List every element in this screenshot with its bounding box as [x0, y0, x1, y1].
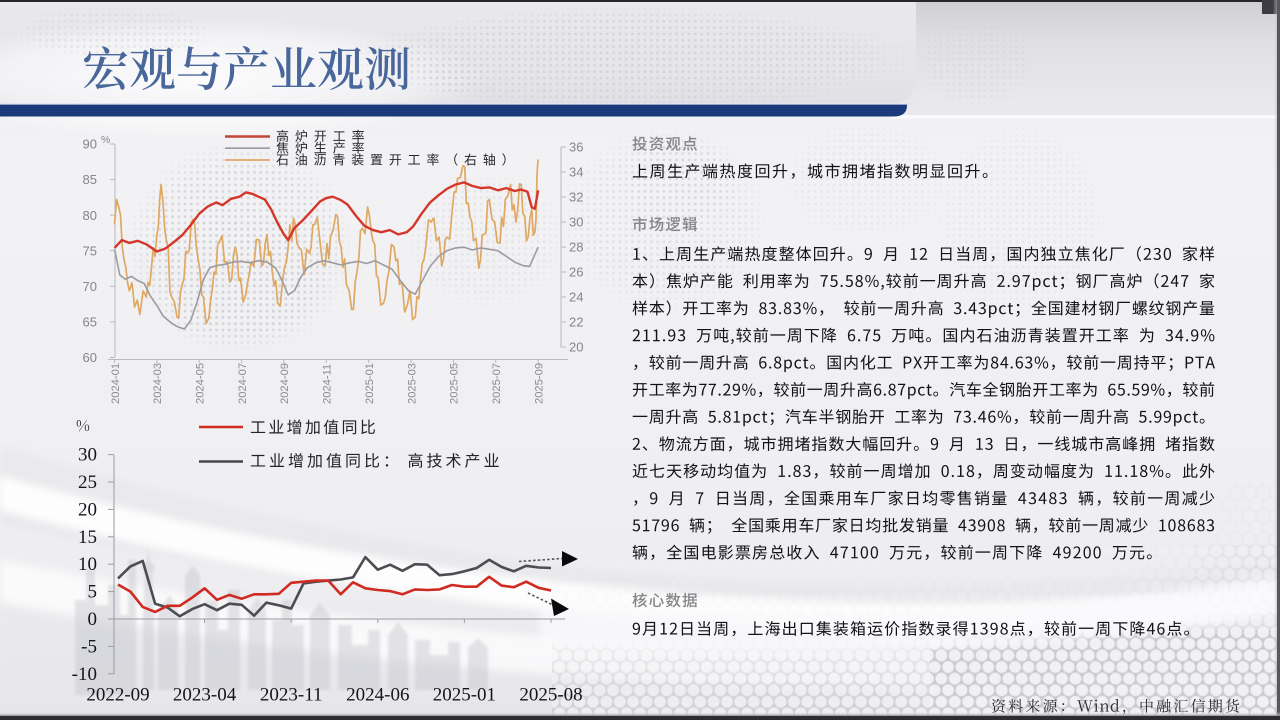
svg-text:-10: -10	[72, 664, 97, 685]
svg-text:2022-09: 2022-09	[86, 685, 149, 706]
svg-text:60: 60	[83, 350, 97, 365]
svg-text:2025-08: 2025-08	[519, 685, 582, 706]
svg-text:2024-07: 2024-07	[237, 363, 249, 404]
svg-text:2025-01: 2025-01	[433, 685, 496, 706]
svg-text:2024-01: 2024-01	[110, 363, 122, 404]
svg-text:2025-09: 2025-09	[533, 363, 545, 404]
svg-text:32: 32	[569, 190, 583, 205]
svg-text:2024-05: 2024-05	[195, 363, 207, 404]
svg-text:75: 75	[83, 243, 97, 258]
svg-text:2024-09: 2024-09	[279, 363, 291, 404]
svg-text:2025-05: 2025-05	[449, 363, 461, 404]
svg-text:2025-07: 2025-07	[491, 363, 503, 404]
svg-text:%: %	[101, 134, 110, 146]
svg-text:24: 24	[569, 290, 583, 305]
svg-text:65: 65	[83, 315, 97, 330]
svg-text:28: 28	[569, 240, 583, 255]
svg-text:2023-04: 2023-04	[173, 685, 237, 706]
svg-text:90: 90	[83, 137, 97, 152]
svg-text:5: 5	[88, 582, 98, 603]
svg-text:0: 0	[88, 609, 98, 630]
svg-text:-5: -5	[81, 636, 97, 657]
svg-text:70: 70	[83, 279, 97, 294]
svg-text:15: 15	[78, 527, 97, 548]
svg-text:26: 26	[569, 265, 583, 280]
svg-text:20: 20	[569, 340, 583, 355]
svg-text:2024-06: 2024-06	[346, 685, 409, 706]
svg-text:2025-03: 2025-03	[406, 363, 418, 404]
svg-text:85: 85	[83, 172, 97, 187]
svg-text:36: 36	[569, 140, 583, 155]
svg-text:2024-11: 2024-11	[322, 364, 334, 404]
svg-text:80: 80	[83, 208, 97, 223]
svg-text:2025-01: 2025-01	[364, 363, 376, 404]
svg-text:10: 10	[78, 554, 97, 575]
svg-text:20: 20	[78, 499, 97, 520]
svg-text:30: 30	[569, 215, 583, 230]
svg-text:25: 25	[78, 472, 97, 493]
svg-text:30: 30	[78, 445, 97, 466]
svg-text:2023-11: 2023-11	[260, 685, 323, 706]
svg-text:34: 34	[569, 165, 583, 180]
svg-text:22: 22	[569, 315, 583, 330]
svg-text:2024-03: 2024-03	[152, 363, 164, 404]
